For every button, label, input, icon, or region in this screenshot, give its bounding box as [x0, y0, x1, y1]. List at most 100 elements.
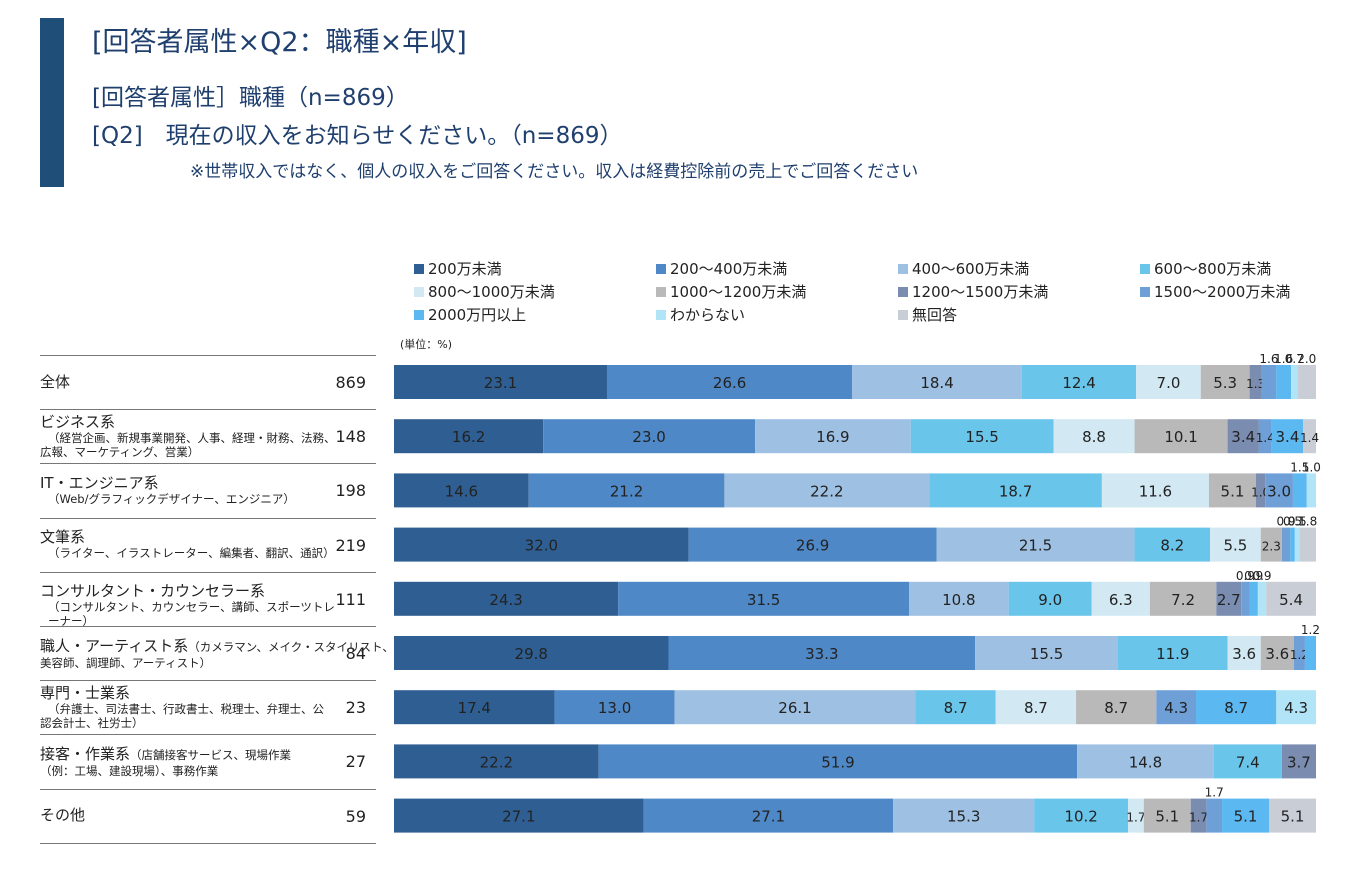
data-label: 3.6 — [1232, 645, 1256, 663]
bar-segment — [643, 798, 894, 833]
row-divider — [40, 788, 376, 790]
data-label: 1.2 — [1290, 648, 1309, 662]
data-label: 5.1 — [1155, 808, 1179, 826]
row-count: 23 — [345, 698, 366, 718]
row-divider — [40, 626, 376, 627]
row-count: 869 — [335, 373, 366, 392]
bar-segment — [554, 690, 675, 725]
bar-segment — [1299, 527, 1316, 562]
data-label: 10.8 — [942, 591, 975, 609]
bar-segment — [618, 581, 909, 616]
bar-segment — [1290, 527, 1295, 562]
data-label: 51.9 — [821, 753, 854, 771]
row-label-main: 接客・作業系（店舗接客サービス、現場作業 — [40, 745, 336, 764]
data-label: 18.4 — [920, 374, 953, 392]
row-divider — [40, 680, 376, 682]
data-label: 14.6 — [445, 482, 478, 500]
row-label-main: ビジネス系 — [40, 412, 336, 431]
data-label: 26.1 — [778, 699, 811, 717]
row-label-sub: （コンサルタント、カウンセラー、講師、スポーツトレーナー） — [48, 600, 335, 629]
data-label: 1.4 — [1300, 431, 1319, 445]
legend-item: 200～400万未満 — [656, 259, 898, 278]
row-count: 84 — [345, 644, 366, 663]
row-label-sub: （例：工場、建設現場）、事務作業 — [40, 763, 219, 778]
data-label: 11.9 — [1156, 645, 1189, 663]
data-label: 8.7 — [1224, 699, 1248, 717]
row-label-sub: 認会計士、社労士） — [40, 715, 144, 730]
bar-segment — [1053, 419, 1135, 454]
bar-segment — [394, 636, 669, 670]
data-label: 5.5 — [1223, 537, 1247, 555]
data-label: 3.6 — [1265, 645, 1289, 663]
row-label-main: 全体 — [40, 373, 336, 391]
row-label: その他 — [40, 807, 336, 824]
bar-segment — [1241, 581, 1250, 616]
bar-segment — [1134, 419, 1228, 454]
bar-segment — [1256, 473, 1266, 508]
row-divider — [40, 571, 376, 573]
row-label: IT・エンジニア系 （Web/グラフィックデザイナー、エンジニア） — [40, 474, 336, 506]
legend-item: 1200～1500万未満 — [898, 282, 1140, 301]
bar-segment — [1149, 581, 1217, 616]
legend-swatch — [414, 309, 424, 320]
subtitle-question: [Q2] 現在の収入をお知らせください。（n=869） — [92, 123, 623, 149]
bar-segment — [394, 419, 544, 454]
data-label: 2.7 — [1217, 591, 1241, 609]
row-label-text: ビジネス系 — [40, 412, 116, 431]
row-label-sub: （経営企画、新規事業開発、人事、経理・財務、法務、 — [48, 430, 336, 445]
row-label-main: 文筆系 — [40, 529, 336, 546]
bar-segment — [1021, 365, 1137, 399]
legend-label: 200～400万未満 — [670, 260, 788, 278]
row-label-main: 職人・アーティスト系（カメラマン、メイク・スタイリスト、 — [40, 637, 394, 656]
data-label: 27.1 — [502, 808, 535, 826]
bar-segment — [1291, 365, 1298, 399]
legend-item: 1500～2000万未満 — [1140, 282, 1354, 301]
data-label: 26.6 — [713, 374, 746, 392]
data-label: 26.9 — [796, 537, 829, 555]
bar-segment — [1261, 365, 1277, 399]
bar-segment — [1306, 473, 1316, 508]
legend-swatch — [898, 263, 908, 274]
bar-segment — [1269, 798, 1316, 833]
bar-segment — [1196, 690, 1277, 725]
data-label: 1.6 — [1259, 352, 1278, 366]
data-label: 1.6 — [1274, 352, 1293, 366]
legend-item: 2000万円以上 — [414, 305, 656, 324]
bar-segment — [1281, 744, 1316, 779]
data-label: 15.5 — [965, 428, 998, 446]
legend-label: 400～600万未満 — [912, 260, 1030, 278]
row-label-sub: （弁護士、司法書士、行政書士、税理士、弁理士、公 — [48, 701, 324, 716]
bar-segment — [929, 473, 1102, 508]
data-label: 11.6 — [1139, 482, 1172, 500]
bar-segment — [1292, 473, 1307, 508]
legend-item: 無回答 — [898, 305, 1140, 324]
data-label: 18.7 — [999, 482, 1032, 500]
bar-segment — [1143, 798, 1191, 833]
bar-segment — [394, 581, 619, 616]
data-label: 4.3 — [1164, 699, 1188, 717]
legend-swatch — [656, 286, 666, 297]
bar-segment — [598, 744, 1078, 779]
data-label: 2.3 — [1262, 540, 1281, 554]
bar-segment — [1249, 365, 1262, 399]
bar-segment — [1200, 365, 1250, 399]
legend-label: 1500～2000万未満 — [1154, 283, 1291, 301]
bar-segment — [975, 636, 1118, 670]
data-label: 16.9 — [816, 428, 849, 446]
row-label: 接客・作業系（店舗接客サービス、現場作業 （例：工場、建設現場）、事務作業 — [40, 745, 336, 778]
data-label: 8.2 — [1160, 537, 1184, 555]
data-label: 1.7 — [1205, 786, 1224, 800]
data-label: 5.1 — [1281, 808, 1305, 826]
data-label: 17.4 — [458, 699, 491, 717]
data-label: 22.2 — [480, 753, 513, 771]
bar-segment — [1136, 365, 1201, 399]
row-label-inline-note: （店舗接客サービス、現場作業 — [130, 747, 292, 762]
bar-segment — [543, 419, 756, 454]
row-label-text: その他 — [40, 806, 86, 825]
bar-segment — [852, 365, 1022, 399]
bar-segment — [1034, 798, 1129, 833]
data-label: 4.3 — [1284, 699, 1308, 717]
bar-segment — [1008, 581, 1092, 616]
row-divider — [40, 517, 376, 519]
